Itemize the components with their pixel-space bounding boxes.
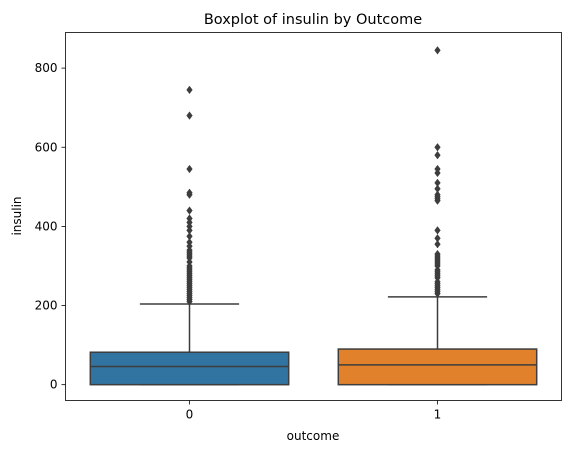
outlier-point — [186, 214, 193, 223]
outlier-point — [186, 188, 193, 197]
plot-area — [89, 46, 538, 386]
y-tick-label: 0 — [50, 378, 58, 392]
y-axis: 0 200 400 600 800 — [35, 61, 66, 392]
outlier-point — [434, 46, 441, 55]
outlier-point — [434, 226, 441, 235]
outlier-point — [186, 111, 193, 120]
outlier-point — [434, 234, 441, 243]
outlier-point — [186, 238, 193, 247]
box-group-1 — [337, 46, 538, 386]
outlier-point — [434, 143, 441, 152]
outlier-point — [186, 85, 193, 95]
outlier-point — [434, 164, 441, 174]
outlier-point — [186, 232, 193, 241]
outlier-point — [434, 249, 441, 259]
y-axis-label: insulin — [10, 196, 24, 235]
y-tick-label: 200 — [35, 299, 58, 313]
outlier-point — [434, 178, 441, 188]
outlier-point — [434, 150, 441, 160]
y-tick-label: 400 — [35, 219, 58, 233]
box-group-0 — [89, 85, 290, 386]
x-tick-label: 1 — [434, 408, 442, 422]
box — [337, 348, 538, 386]
chart-title: Boxplot of insulin by Outcome — [204, 12, 422, 28]
plot-frame — [65, 32, 562, 401]
outlier-point — [186, 206, 193, 215]
outlier-point — [186, 164, 193, 174]
outlier-point — [434, 184, 441, 194]
box — [89, 351, 290, 386]
x-tick-label: 0 — [186, 408, 194, 422]
outlier-point — [434, 190, 441, 199]
x-axis-label: outcome — [287, 429, 340, 443]
y-tick-label: 600 — [35, 140, 58, 154]
y-tick-label: 800 — [35, 61, 58, 75]
outlier-point — [434, 239, 441, 249]
